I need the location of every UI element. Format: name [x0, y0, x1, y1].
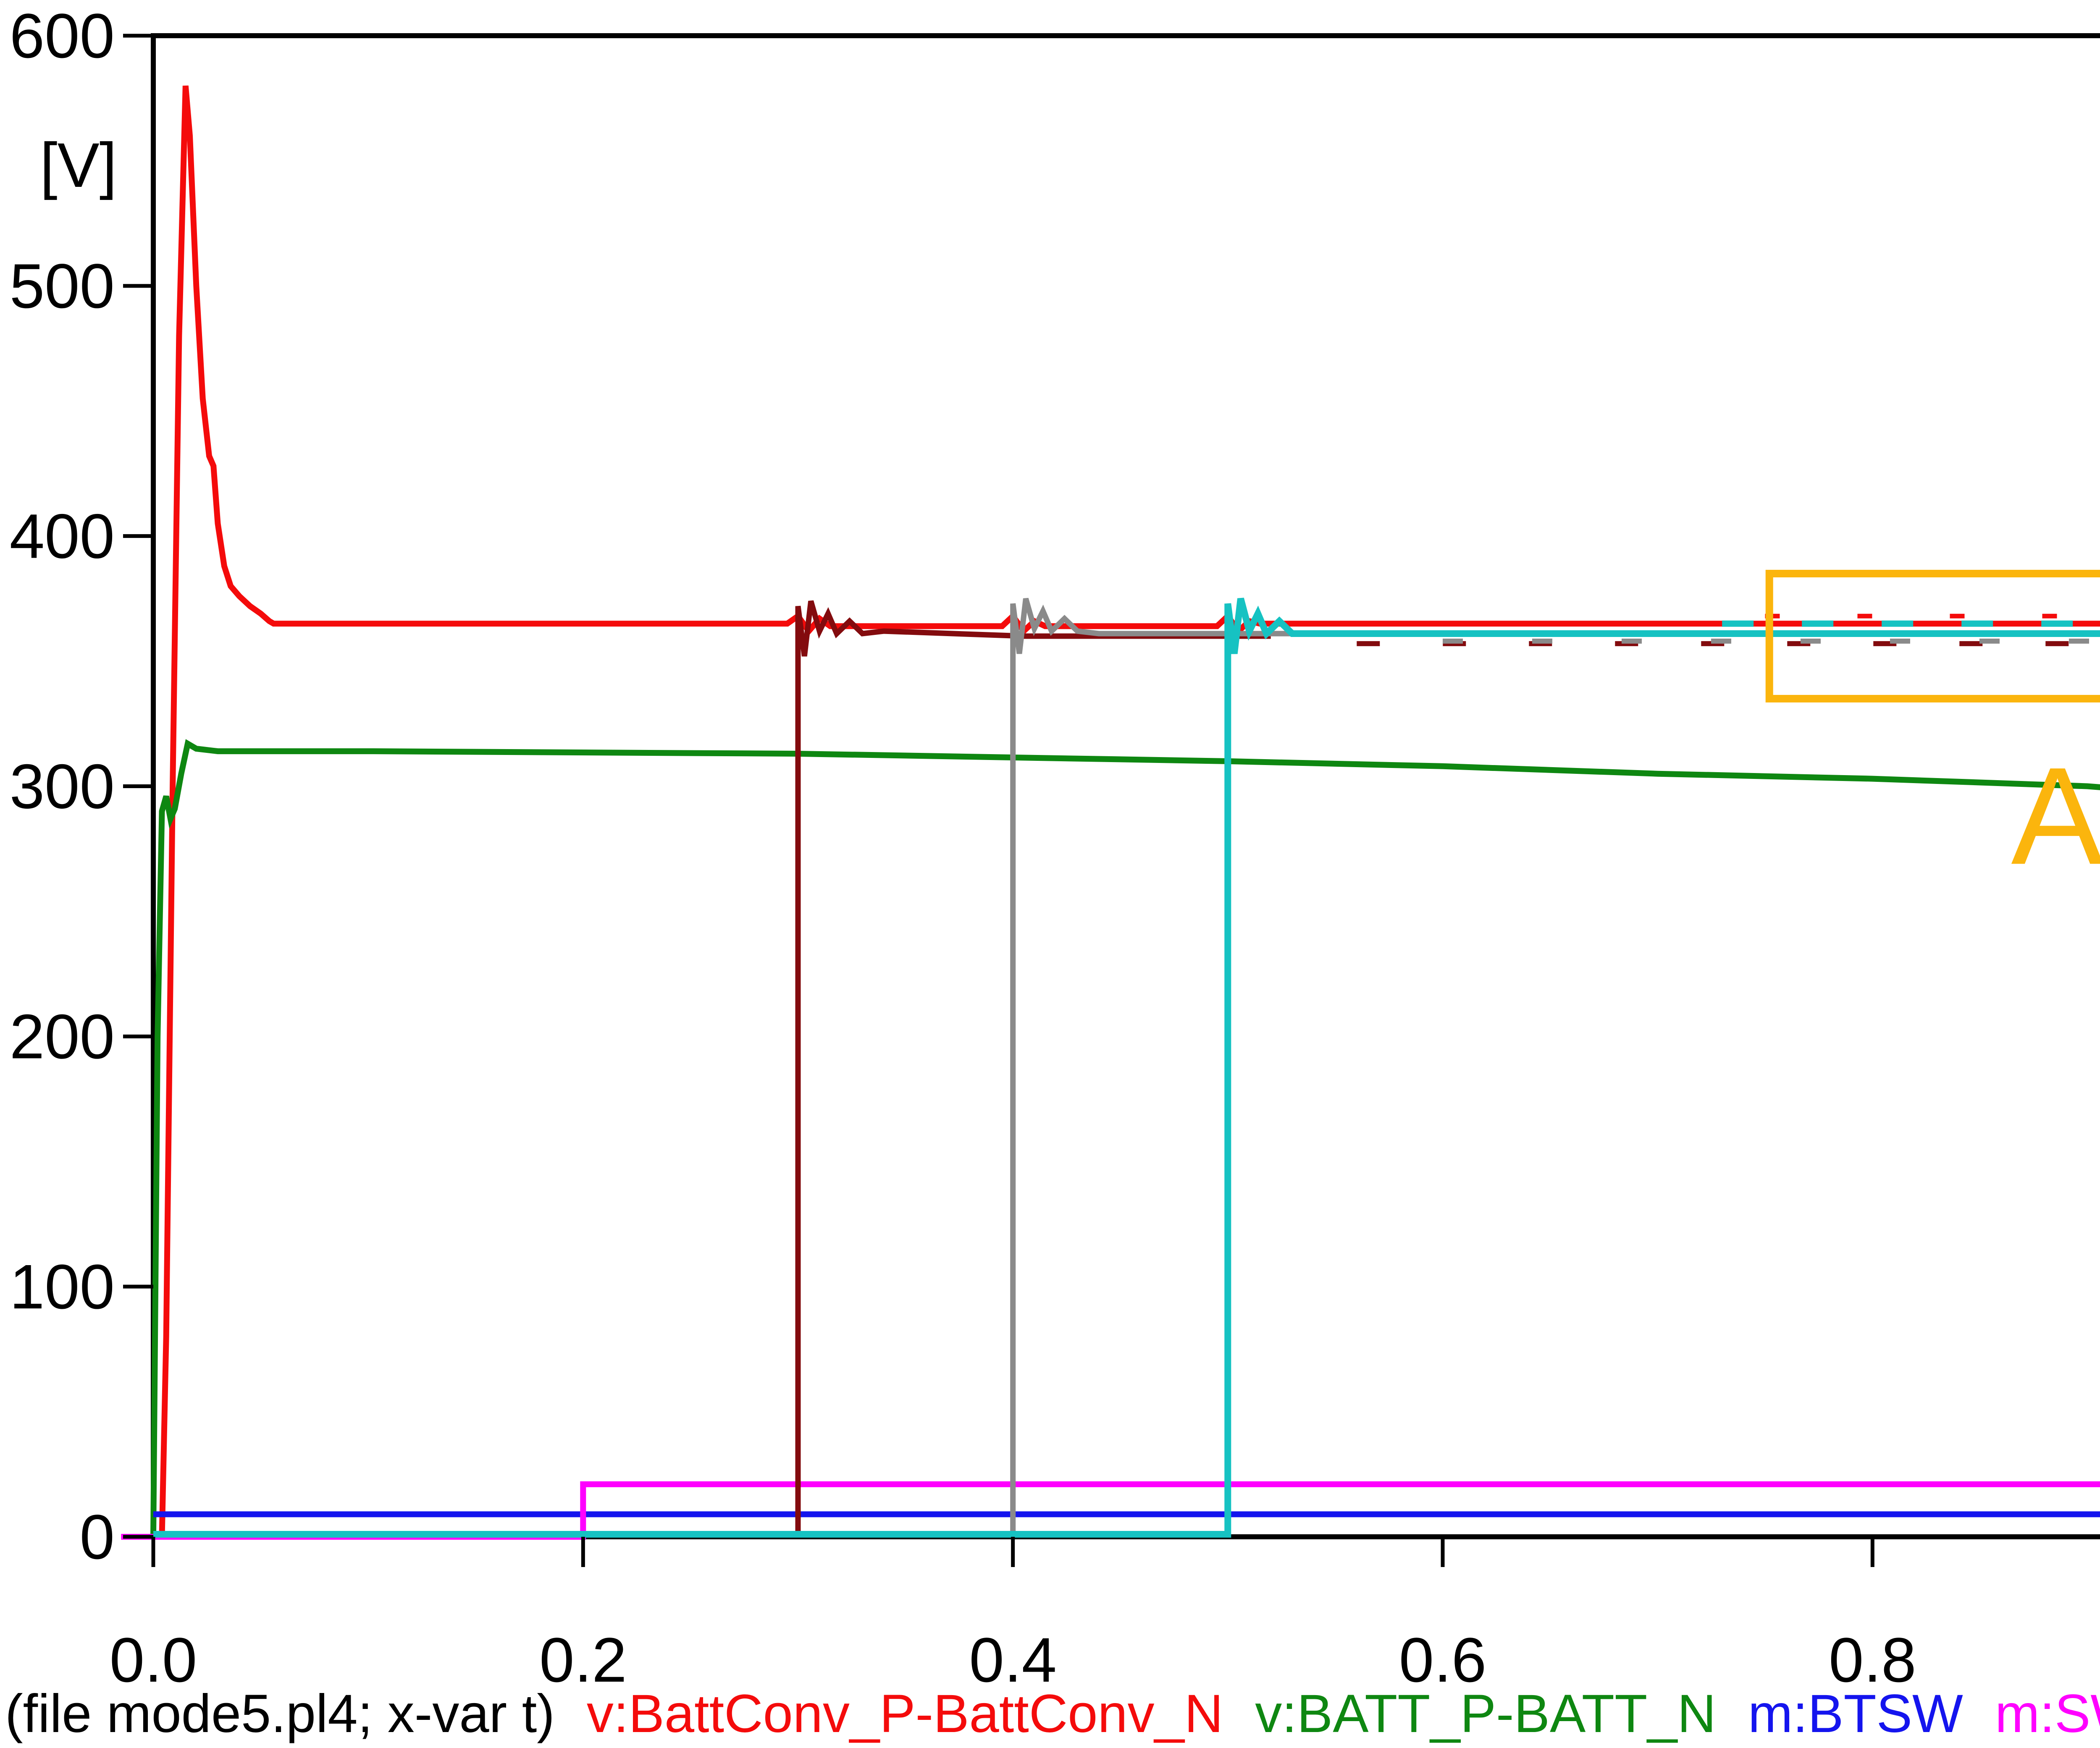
axis-labels: 0.00.20.40.60.81.01.2[s]0100200300400500… [10, 0, 1916, 1695]
x-tick-label: 0.4 [969, 1625, 1057, 1695]
y-tick-label: 600 [10, 0, 115, 71]
series-line [153, 85, 2100, 1540]
legend: (file mode5.pl4; x-var t) v:BattConv_P-B… [5, 1684, 2100, 1744]
y-tick-label: 300 [10, 751, 115, 822]
y-tick-label: 500 [10, 251, 115, 321]
legend-item-sw: m:SW [1995, 1684, 2100, 1744]
y-axis-unit-label: [V] [40, 130, 117, 200]
annotations: A [1765, 570, 2100, 893]
annotation-box [1765, 570, 2100, 702]
annotation-label-a: A [2011, 738, 2100, 893]
series-line [153, 1511, 2100, 1517]
series-line [1010, 598, 1292, 1537]
series-line [150, 739, 2100, 1537]
file-note: (file mode5.pl4; x-var t) [5, 1684, 555, 1744]
x-tick-label: 0.2 [539, 1625, 627, 1695]
x-tick-label: 0.8 [1829, 1625, 1916, 1695]
series-line [153, 598, 2100, 1538]
y-tick-label: 200 [10, 1001, 115, 1072]
legend-item-battconv: v:BattConv_P-BattConv_N [586, 1684, 1223, 1744]
x-tick-label: 0.6 [1399, 1625, 1487, 1695]
series-line [121, 1481, 2100, 1540]
plot-frame-rect [151, 33, 2100, 1539]
axis-ticks [123, 34, 1874, 1567]
legend-item-btsw: m:BTSW [1748, 1684, 1963, 1744]
legend-item-batt: v:BATT_P-BATT_N [1255, 1684, 1716, 1744]
x-tick-label: 0.0 [110, 1625, 197, 1695]
plot-frame [151, 33, 2100, 1539]
y-tick-label: 0 [80, 1502, 115, 1572]
y-tick-label: 400 [10, 501, 115, 571]
y-tick-label: 100 [10, 1251, 115, 1322]
series-line [153, 600, 1271, 1537]
series-lines [121, 85, 2100, 1540]
